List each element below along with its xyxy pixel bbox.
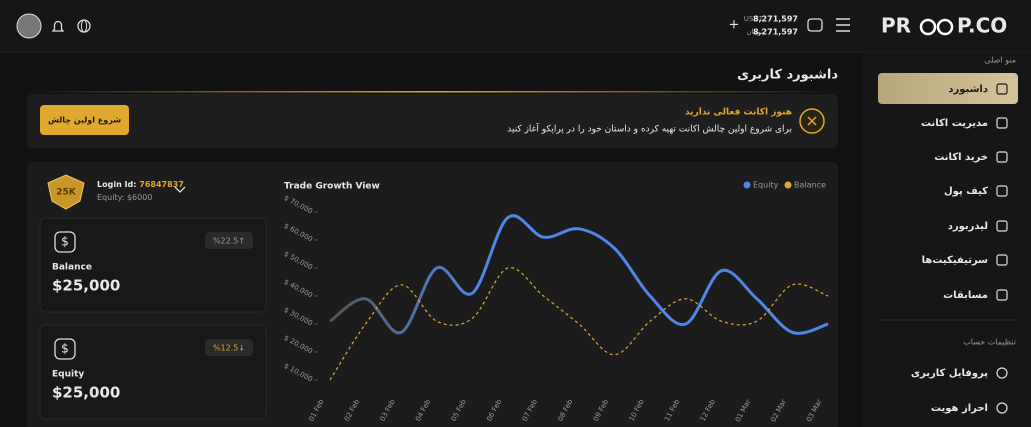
- toman-label: تومان: [746, 28, 763, 36]
- legend-label: Equity: [753, 181, 779, 190]
- equity-line: Equity: $6000: [97, 193, 152, 202]
- dollar-sign: $: [61, 342, 69, 356]
- chart-title: Trade Growth View: [284, 182, 380, 192]
- active-item[interactable]: [878, 73, 1018, 104]
- menu-heading: منو اصلی: [984, 56, 1016, 65]
- usdt-amount: 8,271,597: [753, 15, 798, 24]
- equity-value: $6000: [127, 193, 152, 202]
- account-chevron[interactable]: [174, 186, 186, 193]
- start-button-label[interactable]: شروع اولین چالش: [48, 116, 121, 126]
- menu-icon: [996, 117, 1008, 129]
- sidebar: [862, 52, 1031, 427]
- menu-item[interactable]: کیف پول: [944, 186, 988, 197]
- menu-item[interactable]: خرید اکانت: [934, 152, 988, 163]
- menu-icon: [996, 185, 1008, 197]
- card-amount: $25,000: [52, 384, 120, 402]
- series-line: [329, 267, 829, 381]
- page-title: داشبورد کاربری: [737, 68, 838, 83]
- menu-item[interactable]: داشبورد: [948, 84, 988, 95]
- menu-item[interactable]: مسابقات: [943, 290, 988, 301]
- change-badge: [205, 232, 253, 249]
- menu-item[interactable]: لیدربورد: [948, 221, 988, 232]
- banner: [27, 94, 838, 148]
- equity-label: Equity:: [97, 193, 124, 202]
- banner-heading: هنوز اکانت فعالی ندارید: [685, 108, 792, 118]
- badge-text: 25K: [56, 188, 77, 198]
- menu-icon: [996, 289, 1008, 301]
- menu-icon[interactable]: [836, 18, 850, 32]
- change-badge: [205, 339, 253, 356]
- legend-swatch: [743, 181, 751, 189]
- header-bar: [0, 0, 1031, 52]
- login-label: Login Id: 76847837: [97, 180, 184, 189]
- settings-item[interactable]: احراز هویت: [931, 403, 988, 414]
- card-amount: $25,000: [52, 277, 120, 295]
- menu-icon: [996, 220, 1008, 232]
- logo-eye: [936, 18, 954, 36]
- menu-icon: [996, 83, 1008, 95]
- bell-icon[interactable]: [51, 20, 65, 32]
- account-badge: [47, 174, 85, 210]
- legend-label: Balance: [794, 181, 826, 190]
- login-id: 76847837: [139, 180, 184, 189]
- menu-icon: [996, 402, 1008, 414]
- logo-right: P.CO: [957, 14, 1007, 38]
- add-button[interactable]: +: [729, 18, 740, 33]
- menu-item[interactable]: سرتیفیکیت‌ها: [922, 255, 989, 266]
- legend-swatch: [784, 181, 792, 189]
- change-text: %22.5↑: [213, 237, 245, 246]
- card-label: Balance: [52, 263, 92, 273]
- change-text: %12.5↓: [213, 344, 245, 353]
- menu-item[interactable]: مدیریت اکانت: [921, 118, 988, 129]
- banner-text: برای شروع اولین چالش اکانت تهیه کرده و د…: [507, 123, 792, 135]
- logo-left: PR: [881, 14, 911, 38]
- avatar[interactable]: [16, 13, 42, 39]
- settings-item[interactable]: پروفایل کاربری: [911, 368, 988, 379]
- login-label-text: Login Id:: [97, 180, 136, 189]
- usdt-label: USDT: [744, 15, 764, 23]
- menu-icon: [996, 367, 1008, 379]
- series-line: [329, 214, 829, 335]
- title-underline: [27, 91, 838, 93]
- dollar-icon: [54, 231, 76, 253]
- menu-icon: [996, 254, 1008, 266]
- toman-amount: 8,271,597: [753, 28, 798, 37]
- logo-eye: [919, 18, 937, 36]
- dollar-icon: [54, 338, 76, 360]
- wallet-icon[interactable]: [807, 18, 823, 32]
- menu-icon: [996, 151, 1008, 163]
- banner-icon-x: [807, 116, 817, 126]
- card-label: Equity: [52, 370, 84, 380]
- start-button[interactable]: [40, 105, 129, 135]
- dollar-sign: $: [61, 235, 69, 249]
- globe-icon-line: [80, 19, 88, 33]
- settings-heading: تنظیمات حساب: [963, 338, 1016, 347]
